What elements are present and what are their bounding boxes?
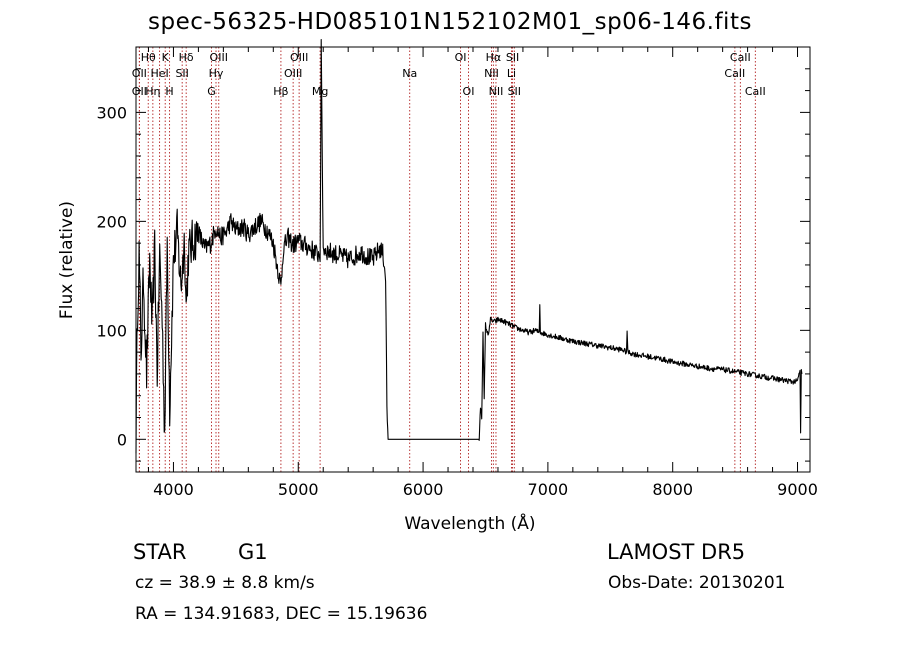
observation-date-label: Obs-Date: 20130201 — [608, 573, 786, 593]
y-axis-label: Flux (relative) — [57, 201, 77, 319]
line-label: OI — [463, 85, 475, 98]
line-label: OIII — [290, 51, 308, 64]
line-label: CaII — [730, 51, 751, 64]
line-label: Li — [507, 67, 516, 80]
y-tick-label: 100 — [96, 321, 127, 340]
line-label: Hδ — [179, 51, 194, 64]
line-label: Na — [402, 67, 417, 80]
line-labels: Hθ OII OII K HeI Hη H Hδ SII OIII Hγ G OIII OIII Hβ Mg N… — [132, 51, 766, 98]
axis-ticks: 4000 5000 6000 7000 8000 9000 0 100 200 300 — [96, 46, 818, 499]
x-axis-label: Wavelength (Å) — [404, 512, 535, 534]
line-label: K — [162, 51, 170, 64]
x-tick-label: 7000 — [528, 480, 569, 499]
line-label: H — [165, 85, 173, 98]
x-tick-label: 8000 — [652, 480, 693, 499]
plot-frame — [135, 46, 811, 473]
line-label: OI — [455, 51, 467, 64]
line-label: OII — [132, 67, 147, 80]
spectral-line-markers — [138, 47, 756, 472]
line-label: SII — [506, 51, 519, 64]
line-label: HeI — [150, 67, 168, 80]
y-tick-label: 200 — [96, 212, 127, 231]
coordinates-label: RA = 134.91683, DEC = 15.19636 — [135, 604, 428, 624]
line-label: G — [207, 85, 216, 98]
line-label: OIII — [210, 51, 228, 64]
redshift-label: cz = 38.9 ± 8.8 km/s — [135, 573, 315, 593]
line-label: NII — [484, 67, 499, 80]
x-tick-label: 5000 — [278, 480, 319, 499]
survey-label: LAMOST DR5 — [607, 540, 746, 564]
line-label: SII — [175, 67, 188, 80]
y-tick-label: 0 — [117, 430, 127, 449]
object-subclass-label: G1 — [238, 540, 268, 564]
line-label: OIII — [284, 67, 302, 80]
line-label: NII — [489, 85, 504, 98]
line-label: Hβ — [273, 85, 288, 98]
x-tick-label: 6000 — [403, 480, 444, 499]
x-tick-label: 9000 — [777, 480, 818, 499]
line-label: CaII — [724, 67, 745, 80]
y-tick-label: 300 — [96, 103, 127, 122]
x-tick-label: 4000 — [153, 480, 194, 499]
line-label: SII — [508, 85, 521, 98]
line-label: Hα — [486, 51, 502, 64]
chart-title: spec-56325-HD085101N152102M01_sp06-146.f… — [148, 9, 752, 35]
line-label: OII — [132, 85, 147, 98]
object-type-label: STAR — [133, 540, 187, 564]
spectrum-series-line — [135, 39, 803, 454]
line-label: CaII — [745, 85, 766, 98]
line-label: Hγ — [209, 67, 224, 80]
line-label: Hη — [145, 85, 160, 98]
line-label: Hθ — [141, 51, 156, 64]
line-label: Mg — [312, 85, 328, 98]
